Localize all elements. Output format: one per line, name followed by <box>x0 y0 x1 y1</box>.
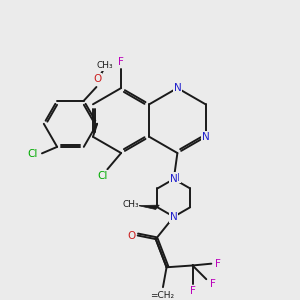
Text: N: N <box>170 212 178 222</box>
Text: Cl: Cl <box>97 171 107 181</box>
Text: F: F <box>118 57 124 67</box>
Text: N: N <box>202 132 209 142</box>
Text: CH₃: CH₃ <box>122 200 139 209</box>
Text: N: N <box>170 174 178 184</box>
Text: F: F <box>215 259 221 269</box>
Text: CH₃: CH₃ <box>96 61 113 70</box>
Text: F: F <box>190 286 196 296</box>
Text: Cl: Cl <box>27 149 38 159</box>
Text: =CH₂: =CH₂ <box>150 291 174 300</box>
Text: O: O <box>127 230 135 241</box>
Text: F: F <box>210 278 216 289</box>
Text: N: N <box>173 83 181 93</box>
Polygon shape <box>138 205 159 209</box>
Text: O: O <box>93 74 102 84</box>
Text: N: N <box>172 172 180 183</box>
